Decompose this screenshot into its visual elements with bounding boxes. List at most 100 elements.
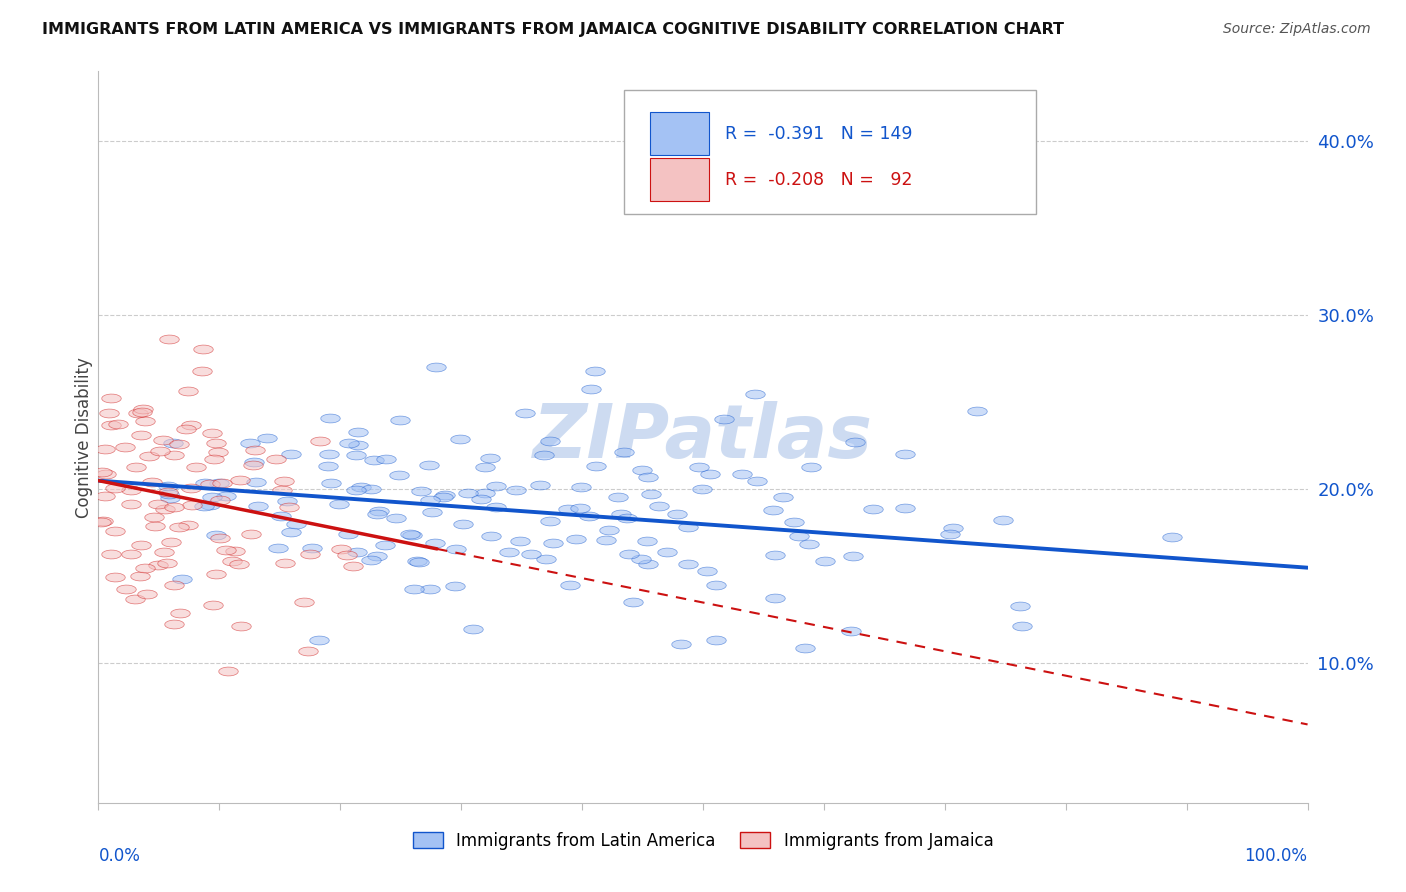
Point bbox=[360, 553, 382, 567]
Point bbox=[609, 507, 631, 521]
Point bbox=[344, 448, 367, 462]
Point bbox=[595, 533, 617, 548]
Legend: Immigrants from Latin America, Immigrants from Jamaica: Immigrants from Latin America, Immigrant… bbox=[406, 825, 1000, 856]
Point bbox=[114, 582, 136, 597]
Point bbox=[336, 549, 359, 563]
Point bbox=[94, 489, 117, 503]
Point bbox=[637, 469, 659, 483]
Point bbox=[211, 475, 233, 490]
Point bbox=[640, 487, 662, 501]
Point bbox=[157, 487, 180, 501]
Point bbox=[159, 491, 181, 505]
Point bbox=[583, 364, 606, 378]
Point bbox=[401, 527, 423, 541]
Point bbox=[696, 564, 718, 578]
Point bbox=[177, 384, 200, 399]
Point bbox=[598, 524, 620, 538]
Point bbox=[423, 535, 446, 549]
Point bbox=[730, 467, 752, 482]
Point bbox=[533, 448, 555, 462]
Point bbox=[162, 448, 184, 462]
Point bbox=[157, 484, 180, 499]
Point bbox=[321, 476, 343, 491]
Point bbox=[120, 547, 142, 561]
Point bbox=[242, 458, 264, 472]
Point bbox=[201, 426, 224, 441]
Point bbox=[966, 404, 988, 418]
Point bbox=[690, 482, 713, 496]
Point bbox=[114, 440, 136, 454]
Point bbox=[1161, 530, 1184, 544]
Point bbox=[239, 435, 262, 450]
Point bbox=[318, 447, 340, 461]
Point bbox=[342, 558, 364, 573]
Point bbox=[204, 566, 226, 581]
Point bbox=[665, 507, 688, 521]
Point bbox=[200, 499, 222, 513]
Point bbox=[557, 502, 579, 516]
Point bbox=[127, 406, 149, 420]
Point bbox=[90, 516, 112, 530]
Point bbox=[98, 405, 121, 419]
Point bbox=[191, 364, 214, 378]
Point bbox=[309, 434, 332, 448]
Point bbox=[676, 520, 699, 534]
Point bbox=[713, 412, 735, 426]
Point bbox=[174, 422, 197, 436]
FancyBboxPatch shape bbox=[624, 90, 1035, 214]
Point bbox=[385, 511, 408, 525]
Point bbox=[256, 431, 278, 445]
Point bbox=[329, 542, 352, 557]
Point bbox=[538, 434, 561, 448]
Text: 0.0%: 0.0% bbox=[98, 847, 141, 864]
Point bbox=[538, 514, 561, 528]
Point bbox=[408, 555, 430, 569]
Point bbox=[163, 616, 186, 631]
Point bbox=[120, 483, 142, 498]
FancyBboxPatch shape bbox=[650, 158, 709, 202]
Point bbox=[242, 455, 264, 469]
Point bbox=[420, 505, 443, 519]
Point bbox=[1011, 618, 1033, 632]
Point bbox=[363, 452, 385, 467]
Point bbox=[565, 532, 588, 546]
Point bbox=[247, 500, 270, 514]
Point bbox=[789, 529, 811, 543]
Point bbox=[337, 435, 360, 450]
Point bbox=[163, 578, 186, 592]
Point bbox=[418, 458, 440, 472]
Point bbox=[569, 500, 592, 515]
Point bbox=[449, 432, 471, 446]
Point bbox=[579, 382, 602, 396]
Point bbox=[485, 479, 508, 493]
Point bbox=[844, 435, 866, 450]
Point bbox=[411, 483, 433, 498]
Point bbox=[172, 572, 194, 586]
Point bbox=[124, 460, 146, 475]
Point bbox=[308, 632, 330, 647]
Point bbox=[688, 460, 710, 475]
Point bbox=[215, 489, 238, 503]
Point bbox=[152, 433, 174, 447]
Point bbox=[193, 500, 215, 514]
Point bbox=[367, 504, 389, 518]
Point bbox=[942, 521, 965, 535]
Point bbox=[772, 490, 794, 504]
Point bbox=[209, 493, 232, 508]
Point bbox=[93, 514, 115, 528]
Point bbox=[842, 549, 865, 563]
Point bbox=[104, 524, 127, 538]
Point bbox=[375, 452, 398, 467]
Point bbox=[274, 557, 297, 571]
Point bbox=[630, 463, 652, 477]
Point bbox=[704, 577, 727, 591]
Point bbox=[180, 417, 202, 432]
Point bbox=[479, 529, 502, 543]
Point bbox=[143, 509, 166, 524]
Point bbox=[938, 526, 960, 541]
Point bbox=[243, 443, 266, 458]
Point bbox=[184, 460, 207, 475]
Point bbox=[529, 478, 551, 492]
Point bbox=[783, 515, 806, 529]
Point bbox=[153, 502, 176, 516]
